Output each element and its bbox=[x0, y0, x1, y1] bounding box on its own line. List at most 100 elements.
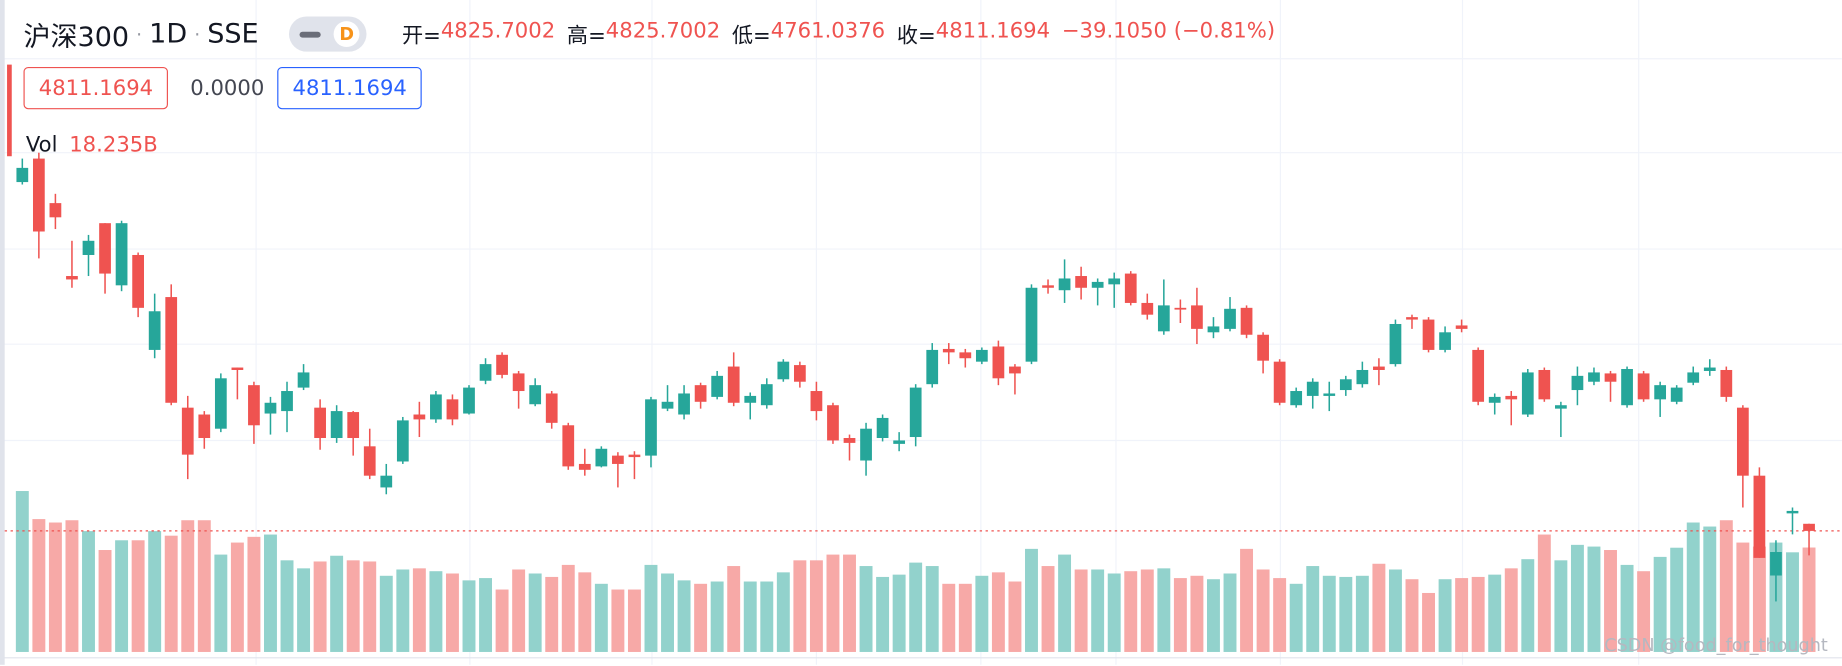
candle-body bbox=[942, 348, 955, 353]
volume-bar bbox=[1091, 569, 1105, 652]
change: −39.1050 (−0.81%) bbox=[1061, 18, 1276, 44]
status-pill[interactable]: D bbox=[289, 16, 367, 52]
volume-bar bbox=[479, 578, 493, 652]
candle-body bbox=[760, 384, 773, 406]
volume-bar bbox=[1273, 578, 1287, 652]
candle-body bbox=[1306, 381, 1319, 396]
volume-bar bbox=[1355, 575, 1369, 652]
candle-body bbox=[214, 378, 227, 429]
volume-bar bbox=[727, 566, 741, 652]
candle-body bbox=[347, 412, 360, 439]
left-edge bbox=[0, 0, 5, 665]
volume-bar bbox=[1504, 568, 1518, 652]
volume-bar bbox=[1786, 552, 1799, 652]
sell-box[interactable]: 4811.1694 bbox=[23, 66, 169, 110]
volume-bar bbox=[247, 536, 261, 652]
volume-bar bbox=[826, 554, 840, 652]
candle-body bbox=[99, 223, 111, 274]
candle-body bbox=[1075, 276, 1087, 288]
volume-bar bbox=[297, 568, 311, 652]
volume-label: Vol bbox=[25, 132, 58, 158]
candle-body bbox=[992, 346, 1005, 379]
volume-bar bbox=[48, 522, 62, 652]
volume-bar bbox=[1455, 578, 1469, 652]
volume-bar bbox=[1570, 544, 1584, 652]
candle-body bbox=[1207, 326, 1220, 333]
volume-bar bbox=[65, 520, 79, 652]
volume-bar bbox=[1025, 548, 1038, 652]
volume-bar bbox=[1058, 554, 1072, 652]
volume-bar bbox=[512, 569, 526, 652]
volume-bar bbox=[942, 583, 956, 652]
volume-value: 18.235B bbox=[69, 132, 158, 158]
volume-bar bbox=[1488, 574, 1502, 652]
candle-body bbox=[380, 475, 393, 488]
candle-body bbox=[860, 428, 872, 461]
candle-body bbox=[1654, 385, 1667, 400]
candle-body bbox=[612, 455, 624, 464]
volume-bar bbox=[197, 520, 211, 652]
candle-body bbox=[1174, 307, 1187, 310]
interval[interactable]: 1D bbox=[149, 18, 188, 50]
volume-bar bbox=[148, 531, 162, 652]
candle-body bbox=[1472, 349, 1485, 402]
volume-bar bbox=[230, 542, 244, 652]
candle-body bbox=[1373, 366, 1385, 370]
candle-body bbox=[1141, 302, 1154, 315]
volume-bar bbox=[1339, 576, 1353, 652]
volume-bar bbox=[975, 575, 989, 652]
candle-body bbox=[694, 385, 707, 402]
volume-bar bbox=[1124, 571, 1138, 652]
price-marker bbox=[7, 64, 12, 157]
candle-body bbox=[1687, 372, 1700, 383]
candle-body bbox=[810, 391, 823, 412]
candle-body bbox=[827, 405, 839, 441]
candle-body bbox=[396, 420, 409, 462]
candle-body bbox=[595, 448, 608, 467]
badge: D bbox=[333, 21, 360, 47]
candle-body bbox=[1339, 379, 1352, 391]
candle-body bbox=[198, 414, 211, 439]
volume-bar bbox=[661, 573, 674, 652]
volume-bar bbox=[1438, 579, 1452, 652]
candle-body bbox=[1538, 369, 1551, 400]
low-label: 低= bbox=[731, 23, 771, 49]
candle-body bbox=[926, 349, 939, 385]
candle-body bbox=[463, 387, 475, 414]
candle-body bbox=[1488, 396, 1501, 403]
candle-body bbox=[661, 401, 674, 409]
volume-bar bbox=[429, 571, 443, 652]
volume-bar bbox=[1604, 550, 1617, 652]
volume-bar bbox=[1173, 578, 1187, 652]
volume-bar bbox=[181, 520, 195, 652]
candle-body bbox=[1257, 334, 1269, 361]
candle-body bbox=[1108, 278, 1121, 285]
candle-body bbox=[1323, 393, 1336, 396]
volume-bar bbox=[843, 554, 856, 652]
candle-body bbox=[1555, 405, 1567, 409]
candle-body bbox=[1439, 332, 1451, 350]
volume-bar bbox=[1322, 575, 1336, 652]
candle-body bbox=[1356, 369, 1369, 385]
volume-bar bbox=[1471, 576, 1485, 652]
legend-header: 沪深300 · 1D · SSE D 开= 4825.7002 高= 4825.70… bbox=[23, 14, 1286, 54]
candle-body bbox=[645, 399, 657, 456]
volume-bar bbox=[15, 491, 29, 652]
candle-body bbox=[1455, 325, 1468, 329]
candle-body bbox=[909, 387, 922, 438]
candle-body bbox=[1670, 387, 1683, 402]
candle-body bbox=[529, 385, 542, 405]
volume-bar bbox=[809, 560, 823, 652]
volume-bar bbox=[264, 534, 277, 652]
candle-body bbox=[1058, 278, 1071, 291]
buy-box[interactable]: 4811.1694 bbox=[277, 66, 423, 110]
candle-body bbox=[1091, 281, 1104, 288]
volume-bar bbox=[1554, 560, 1568, 652]
candle-body bbox=[1604, 373, 1617, 382]
candle-body bbox=[678, 393, 690, 415]
volume-bar bbox=[743, 581, 757, 652]
volume-bar bbox=[1223, 573, 1237, 652]
